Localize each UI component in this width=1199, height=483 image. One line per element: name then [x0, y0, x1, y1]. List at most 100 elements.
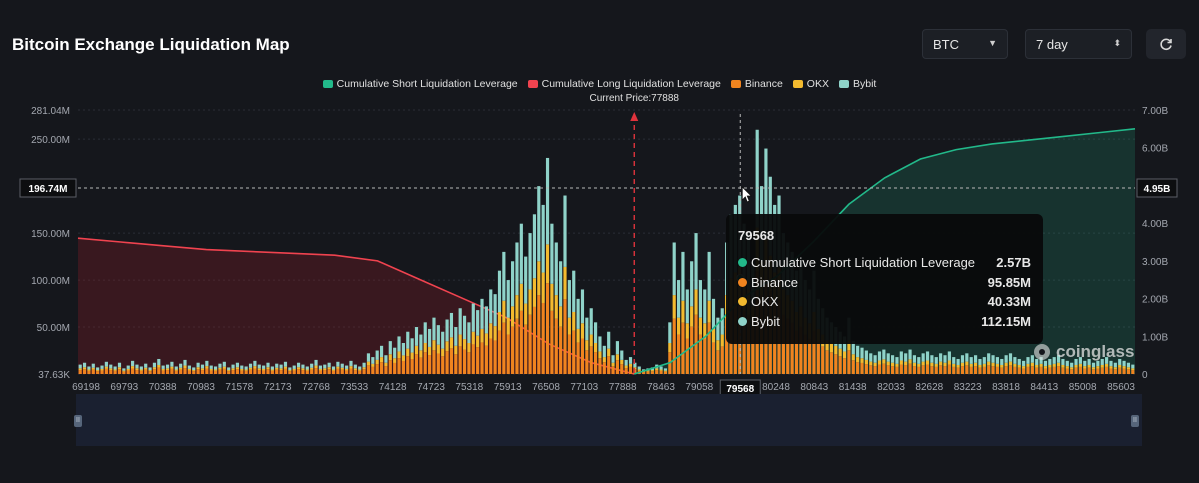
y-right-tick-label: 7.00B: [1142, 106, 1168, 117]
y-right-tick-label: 1.00B: [1142, 332, 1168, 343]
bar-okx: [532, 278, 537, 307]
bar-okx: [362, 367, 366, 370]
bar-binance: [214, 370, 218, 374]
x-tick-label: 69793: [110, 382, 138, 393]
bar-bybit: [275, 363, 279, 368]
bar-binance: [751, 326, 755, 374]
bar-bybit: [148, 367, 152, 371]
bar-binance: [406, 356, 410, 374]
bar-okx: [856, 357, 860, 363]
bar-okx: [366, 361, 371, 366]
scrollbar-left-handle[interactable]: II: [74, 415, 82, 427]
x-tick-label: 73533: [340, 382, 368, 393]
bar-binance: [1105, 366, 1109, 374]
bar-okx: [956, 364, 960, 368]
legend-item-long-leverage[interactable]: Cumulative Long Liquidation Leverage: [527, 78, 721, 90]
bar-bybit: [126, 365, 130, 369]
bar-bybit: [545, 157, 550, 245]
bar-okx: [345, 368, 349, 371]
bar-binance: [628, 366, 633, 374]
bar-okx: [1118, 364, 1122, 368]
x-tick-label: 81438: [839, 382, 867, 393]
bar-okx: [934, 363, 938, 367]
legend-item-bybit[interactable]: Bybit: [838, 78, 876, 90]
bar-bybit: [139, 366, 143, 370]
bar-bybit: [397, 336, 401, 352]
legend-item-okx[interactable]: OKX: [792, 78, 829, 90]
bar-bybit: [685, 289, 689, 324]
scrollbar-right-handle[interactable]: II: [1131, 415, 1139, 427]
bar-okx: [987, 361, 991, 366]
bar-bybit: [624, 359, 628, 366]
bar-okx: [209, 368, 213, 371]
bar-binance: [965, 365, 969, 374]
dot-icon: [738, 277, 747, 287]
bar-okx: [397, 351, 401, 359]
bar-binance: [371, 366, 375, 374]
bar-binance: [585, 350, 589, 374]
bar-binance: [358, 370, 362, 374]
x-tick-label: 74128: [379, 382, 407, 393]
bar-binance: [1030, 366, 1034, 374]
bar-binance: [825, 350, 829, 374]
bar-binance: [349, 368, 353, 374]
bar-okx: [567, 317, 571, 335]
bar-bybit: [340, 363, 344, 368]
symbol-select[interactable]: BTC ▼: [922, 29, 1008, 59]
bar-bybit: [406, 331, 410, 349]
bar-okx: [314, 365, 318, 369]
bar-bybit: [436, 325, 440, 345]
legend-item-binance[interactable]: Binance: [730, 78, 783, 90]
bar-okx: [1126, 367, 1131, 370]
bar-bybit: [414, 327, 419, 346]
bar-bybit: [78, 364, 82, 369]
current-price-arrow: [630, 112, 639, 121]
bar-bybit: [1030, 355, 1034, 363]
bar-binance: [462, 349, 467, 374]
bar-binance: [1126, 369, 1131, 374]
bar-okx: [842, 351, 847, 359]
range-scrollbar[interactable]: [76, 394, 1142, 446]
bar-binance: [428, 355, 432, 374]
bar-okx: [611, 362, 615, 367]
bar-bybit: [371, 357, 375, 364]
bar-okx: [78, 368, 82, 371]
bar-okx: [262, 368, 266, 371]
bar-bybit: [982, 357, 986, 364]
bar-binance: [144, 369, 148, 374]
bar-okx: [257, 368, 261, 371]
bar-bybit: [930, 355, 934, 363]
chart-tooltip: 79568 Cumulative Short Liquidation Lever…: [726, 214, 1043, 344]
bar-okx: [100, 368, 104, 371]
bar-binance: [620, 364, 624, 374]
bar-bybit: [978, 358, 982, 365]
bar-bybit: [1017, 358, 1021, 365]
bar-bybit: [672, 242, 676, 296]
legend-item-short-leverage[interactable]: Cumulative Short Liquidation Leverage: [322, 78, 518, 90]
bar-binance: [1008, 365, 1013, 374]
bar-binance: [397, 358, 401, 374]
bar-bybit: [445, 319, 449, 342]
bar-okx: [943, 362, 947, 367]
bar-binance: [515, 318, 519, 374]
bar-bybit: [943, 355, 947, 363]
bar-bybit: [179, 363, 183, 368]
period-select[interactable]: 7 day ⬍: [1025, 29, 1132, 59]
bar-bybit: [891, 355, 895, 363]
bar-binance: [476, 347, 480, 374]
chart-legend: Cumulative Short Liquidation Leverage Cu…: [0, 78, 1199, 90]
bar-binance: [244, 370, 248, 374]
bar-bybit: [873, 355, 877, 363]
bar-okx: [960, 362, 965, 367]
refresh-button[interactable]: [1146, 29, 1186, 59]
bar-binance: [235, 369, 240, 374]
bar-okx: [838, 348, 842, 357]
bar-bybit: [895, 357, 899, 364]
bar-okx: [248, 367, 253, 370]
bar-binance: [91, 369, 95, 374]
bar-binance: [952, 366, 956, 374]
bar-bybit: [502, 251, 506, 301]
bar-binance: [786, 318, 790, 374]
bar-okx: [445, 341, 449, 352]
tooltip-title: 79568: [738, 228, 775, 243]
